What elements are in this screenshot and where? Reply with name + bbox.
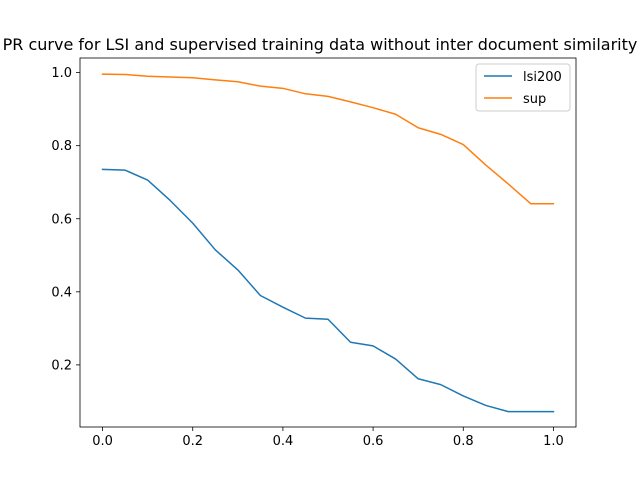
x-tick-label: 0.4 <box>273 434 294 449</box>
series-line-sup <box>101 73 555 205</box>
x-tick-label: 0.6 <box>363 434 384 449</box>
x-tick-label: 1.0 <box>543 434 564 449</box>
y-tick-label: 0.8 <box>51 139 72 154</box>
axes-frame <box>79 57 577 428</box>
x-tick-label: 0.8 <box>453 434 474 449</box>
chart-title: PR curve for LSI and supervised training… <box>3 35 638 54</box>
legend: lsi200 sup <box>475 63 571 112</box>
y-tick-label: 1.0 <box>51 66 72 81</box>
y-tick-label: 0.4 <box>51 285 72 300</box>
y-tick-label: 0.6 <box>51 212 72 227</box>
series-line-lsi200 <box>101 168 555 413</box>
y-tick-label: 0.2 <box>51 358 72 373</box>
legend-label-sup: sup <box>523 92 546 107</box>
legend-label-lsi200: lsi200 <box>523 70 562 85</box>
plot-area: 0.0 0.2 0.4 0.6 0.8 1.0 0.2 0.4 0.6 0.8 1.0 <box>51 57 577 449</box>
x-tick-label: 0.0 <box>92 434 113 449</box>
x-tick-label: 0.2 <box>182 434 203 449</box>
